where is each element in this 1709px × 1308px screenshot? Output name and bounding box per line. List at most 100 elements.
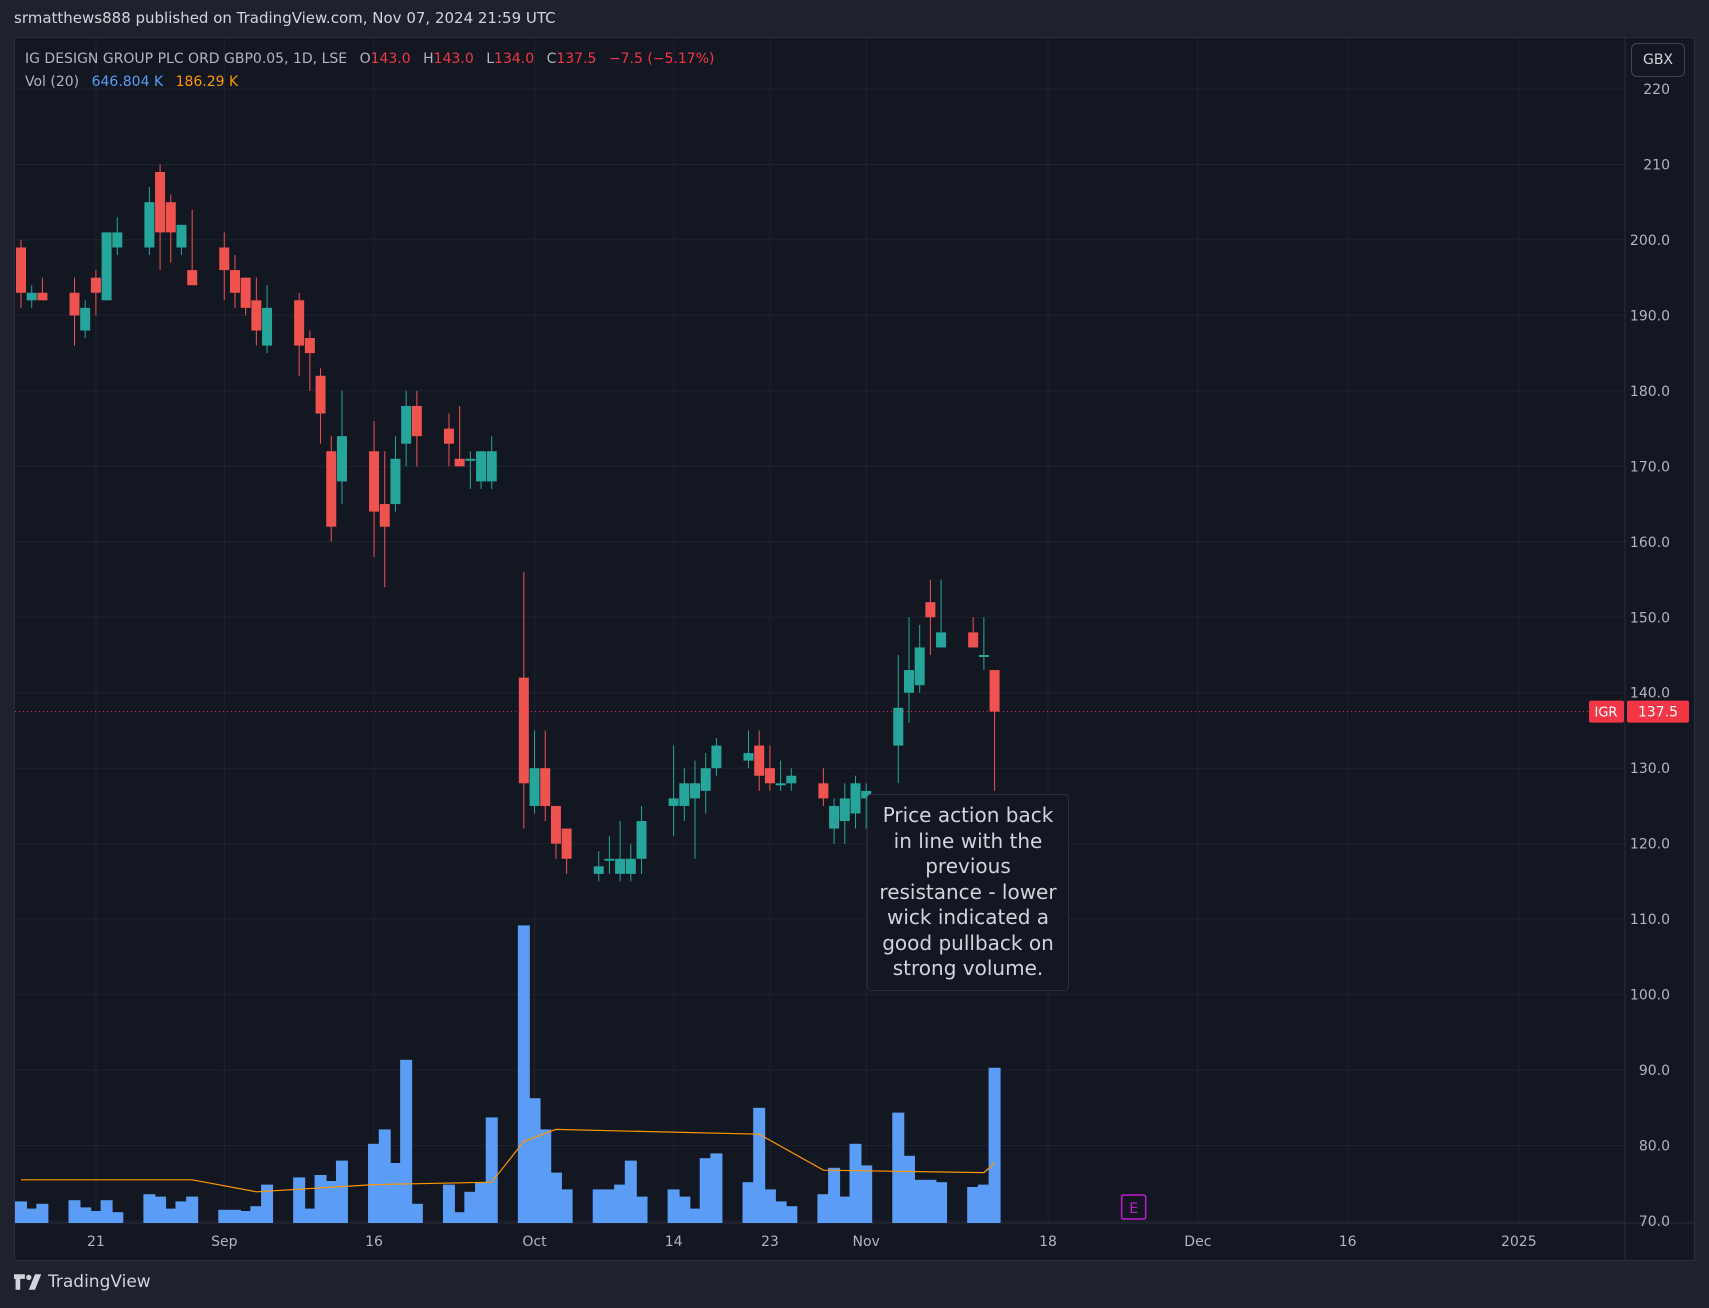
chart-legend: IG DESIGN GROUP PLC ORD GBP0.05, 1D, LSE… [25, 48, 714, 94]
legend-title: IG DESIGN GROUP PLC ORD GBP0.05, 1D, LSE [25, 51, 348, 67]
legend-high-label: H [423, 51, 434, 67]
candle [850, 775, 861, 829]
candle-body [679, 783, 690, 806]
candle-body [101, 232, 112, 301]
legend-low-label: L [486, 51, 495, 67]
tradingview-logo-icon [14, 1274, 42, 1290]
candle [561, 828, 572, 874]
currency-button[interactable]: GBX [1631, 43, 1685, 77]
volume-bar [164, 1208, 177, 1223]
volume-bar [860, 1165, 873, 1223]
candle [925, 579, 936, 655]
candle-body [379, 504, 390, 527]
candle-body [369, 451, 380, 512]
legend-volume-row: Vol (20) 646.804 K 186.29 K [25, 71, 714, 94]
time-axis-label: Nov [853, 1234, 880, 1250]
footer-brand[interactable]: TradingView [14, 1272, 151, 1292]
candle-body [251, 300, 262, 331]
price-axis-label: 200.0 [1630, 233, 1670, 249]
candle [604, 836, 615, 874]
candle-body [690, 783, 701, 799]
legend-open-value: 143.0 [370, 51, 411, 67]
price-axis-label: 170.0 [1630, 459, 1670, 475]
volume-bar [667, 1189, 680, 1223]
volume-bar [68, 1200, 81, 1223]
candle-body [711, 745, 722, 769]
candle-body [155, 172, 166, 233]
candle [529, 730, 540, 814]
candle-body [518, 677, 529, 784]
candle [679, 768, 690, 822]
price-chart[interactable]: 70.0 80.0 90.0 100.0 110.0 120.0 130.0 140.0 150… [15, 38, 1694, 1260]
candle [90, 270, 101, 316]
legend-open-label: O [359, 51, 371, 67]
volume-bar [710, 1153, 723, 1223]
candle [936, 579, 947, 648]
volume-bar [838, 1196, 851, 1223]
volume-bar [678, 1196, 691, 1223]
candle [903, 617, 914, 723]
candle-body [550, 805, 561, 844]
candle [16, 239, 26, 308]
volume-bar [218, 1209, 231, 1223]
price-axis-label: 150.0 [1630, 610, 1670, 626]
time-axis-label: 2025 [1501, 1234, 1537, 1250]
candle-body [861, 790, 872, 799]
candle-body [700, 768, 711, 791]
volume-bar [560, 1189, 573, 1223]
candle [37, 277, 48, 301]
candle-body [903, 670, 914, 693]
candle [743, 730, 754, 769]
candle-body [326, 451, 337, 527]
candle [476, 451, 487, 489]
chart-panel[interactable]: 70.0 80.0 90.0 100.0 110.0 120.0 130.0 140.0 150… [14, 37, 1695, 1261]
volume-ma-line [21, 1128, 996, 1193]
volume-bar [935, 1182, 948, 1223]
volume-bar [549, 1172, 562, 1223]
candle [486, 436, 497, 489]
candle [700, 753, 711, 814]
time-axis-label: 18 [1039, 1234, 1057, 1250]
candle [989, 670, 1000, 791]
candle [711, 738, 722, 776]
volume-bar [100, 1200, 113, 1223]
candle-body [486, 451, 497, 482]
volume-bar [614, 1184, 627, 1223]
price-axis-label: 160.0 [1630, 535, 1670, 551]
candle [978, 617, 989, 671]
volume-bar [603, 1189, 616, 1223]
candle-body [411, 405, 422, 437]
candle-body [829, 805, 840, 829]
candle [219, 232, 230, 301]
symbol-tag [1589, 700, 1624, 723]
candle [443, 413, 454, 467]
time-axis-label: Oct [522, 1234, 547, 1250]
time-axis-labels: 21 Sep 16 Oct 14 23 Nov 18 Dec 16 2025 [87, 1234, 1537, 1250]
candle-body [893, 707, 904, 746]
candle [625, 843, 636, 882]
volume-bar [849, 1143, 862, 1223]
price-axis-label: 110.0 [1630, 912, 1670, 928]
price-axis-label: 90.0 [1639, 1063, 1670, 1079]
price-axis-label: 210 [1643, 157, 1670, 173]
volume-bar [25, 1208, 38, 1223]
candle [165, 194, 176, 263]
candle-body [187, 270, 198, 286]
footer-brand-label: TradingView [48, 1272, 151, 1292]
volume-bar [228, 1209, 241, 1223]
time-axis-label: 16 [1339, 1234, 1357, 1250]
candle [101, 232, 112, 301]
volume-bar [325, 1181, 338, 1223]
volume-bar [924, 1179, 937, 1223]
grid-lines [15, 38, 1625, 1223]
chart-annotation[interactable]: Price action back in line with the previ… [867, 794, 1069, 991]
last-price-tag [1627, 700, 1689, 723]
volume-bar [742, 1182, 755, 1223]
volume-bar [517, 925, 530, 1223]
legend-volume-value: 646.804 K [91, 74, 164, 90]
volume-bar [635, 1196, 648, 1223]
candle-body [636, 821, 647, 859]
volume-bar [368, 1143, 381, 1223]
volume-bar [828, 1167, 841, 1223]
candle-body [668, 798, 679, 806]
